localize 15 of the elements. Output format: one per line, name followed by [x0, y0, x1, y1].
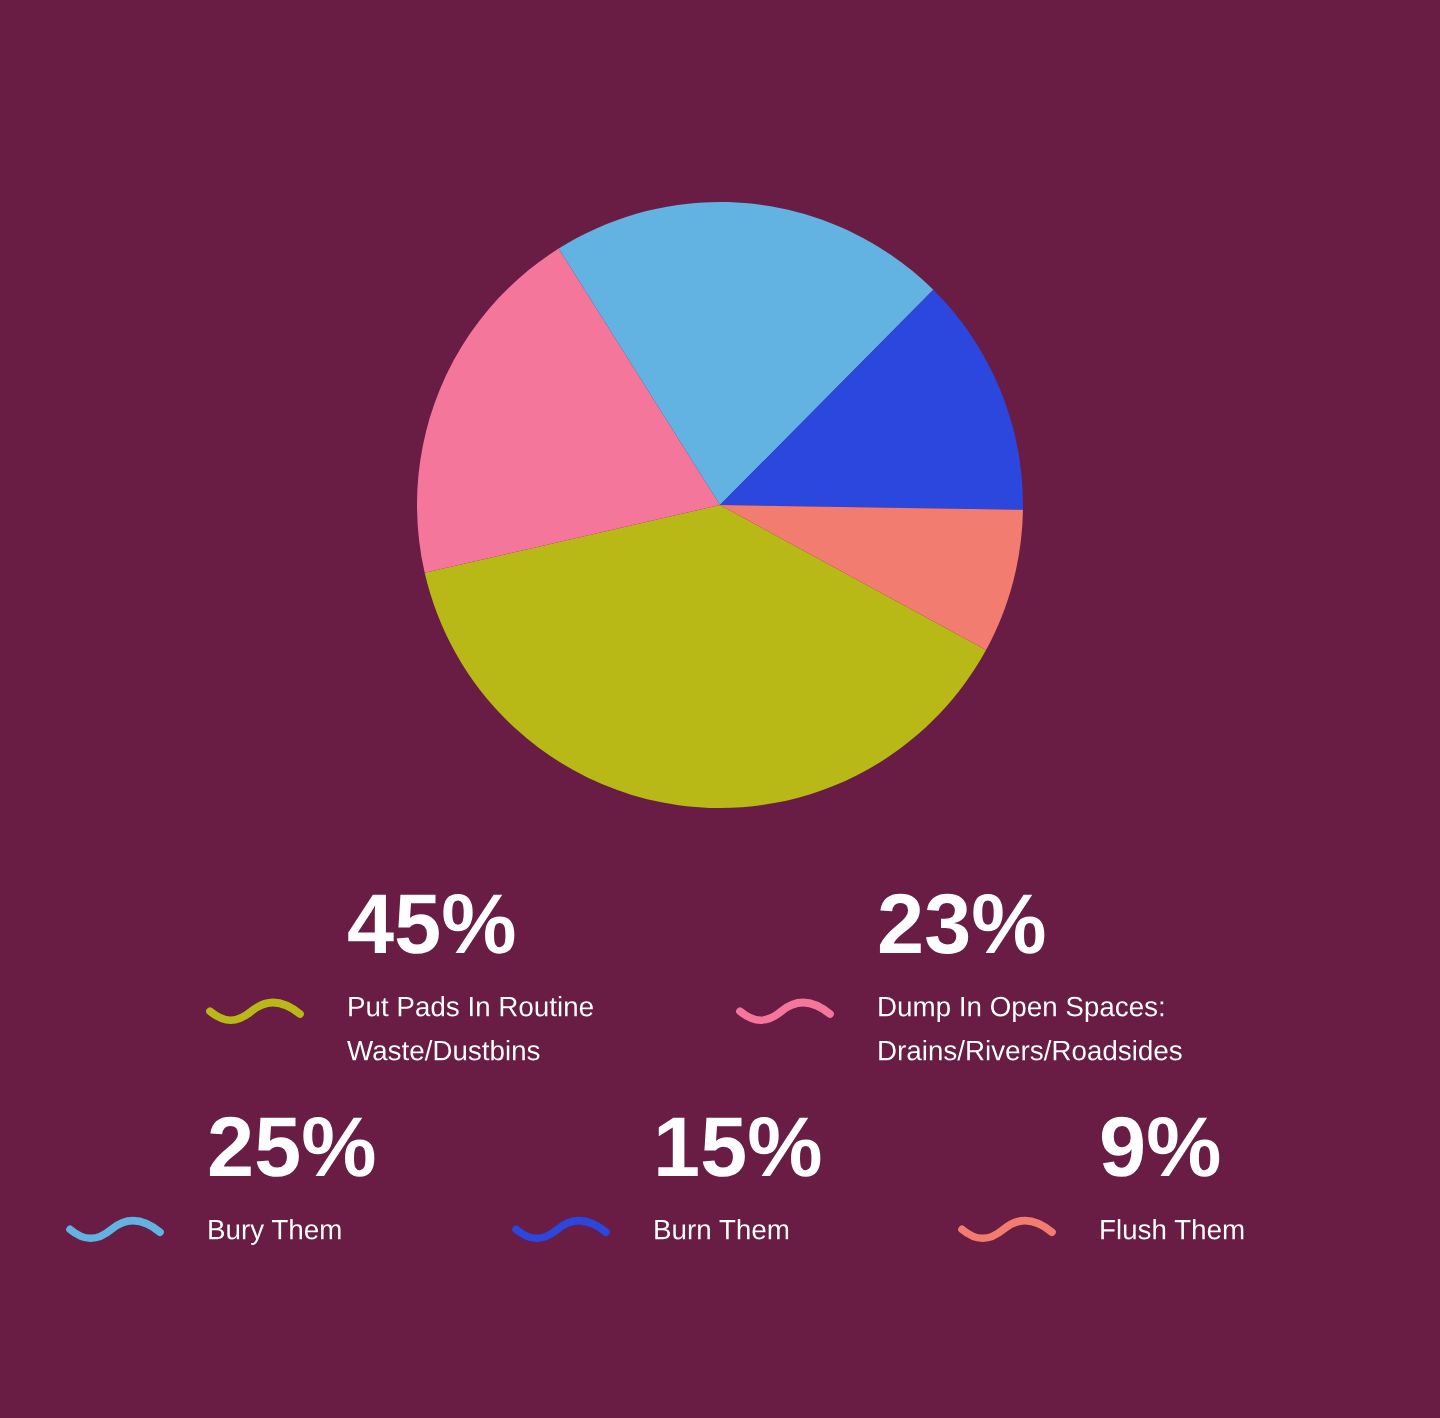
data-label: 15%	[658, 1117, 821, 1177]
legend-label: Put Pads In Routine Waste/Dustbins	[347, 996, 593, 1061]
legend-label: Dump In Open Spaces: Drains/Rivers/Roadsides	[879, 996, 1182, 1061]
legend-label: Flush Them	[1101, 1219, 1244, 1240]
pie-slice	[424, 505, 987, 808]
pie-slice	[558, 202, 934, 505]
legend-label: Bury Them	[209, 1219, 341, 1245]
pie-slice	[417, 248, 720, 573]
data-label: 9%	[1101, 1116, 1220, 1177]
legend-label: Burn Them	[655, 1219, 789, 1240]
data-label: 25%	[209, 1116, 375, 1177]
data-label: 23%	[879, 893, 1045, 954]
data-label: 45%	[348, 894, 515, 954]
pie-slice	[720, 505, 1023, 651]
pie-slice	[720, 289, 1023, 510]
